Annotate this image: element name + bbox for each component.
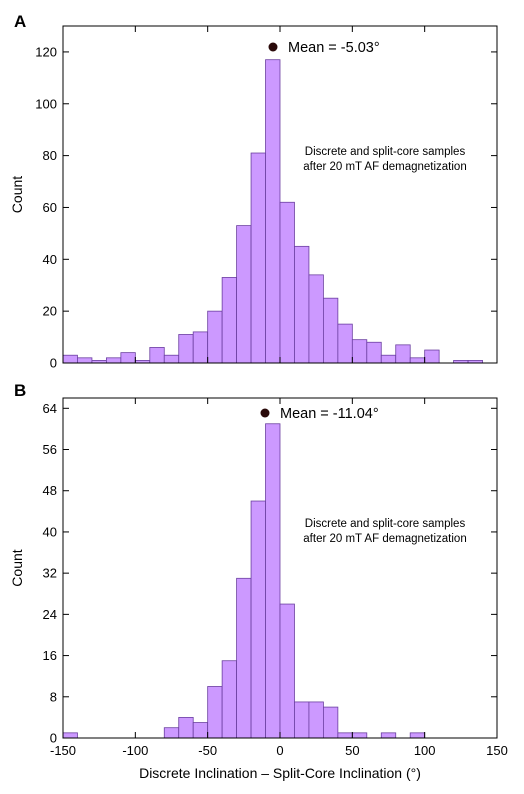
panel-a-bar [395,344,411,364]
panel-a-bar [308,274,324,364]
panel-b-y-tick-label: 48 [43,483,57,498]
panel-b-bar [236,577,252,739]
panel-b-y-tick-label: 56 [43,442,57,457]
panel-b-y-tick-label: 24 [43,607,57,622]
panel-a-bar [409,357,426,364]
panel-a-bar [120,352,136,364]
panel-a-bar [265,59,281,364]
panel-b-bar [192,722,209,739]
panel-a-bar [294,245,310,364]
panel-b-bar [163,727,180,739]
panel-b-y-tick-label: 0 [50,731,57,746]
x-tick-label: -100 [122,743,148,758]
panel-a-annotation-line-1: Discrete and split-core samples [305,146,466,158]
panel-b-y-tick-label: 32 [43,566,57,581]
panel-b-bar [337,732,353,739]
panel-a-y-tick-label: 40 [43,252,57,267]
panel-b-bar [221,660,237,739]
panel-a-bar [77,357,93,364]
panel-a-bar [380,354,397,364]
x-tick-label: -50 [198,743,217,758]
panel-a-y-tick-label: 100 [35,96,57,111]
panel-a-bar [106,357,122,364]
panel-b-letter: B [14,381,26,400]
panel-b-y-tick-label: 40 [43,524,57,539]
panel-b-mean-marker [260,408,270,418]
panel-b-bar [380,732,397,739]
panel-b-bar [322,706,339,739]
panel-b-bar [250,500,266,739]
panel-a-bar [192,331,209,364]
panel-a-bar [322,297,339,364]
panel-b-annotation-line-2: after 20 mT AF demagnetization [303,533,466,545]
panel-a-bar [424,349,440,364]
panel-a-bar [337,323,353,364]
panel-a-bar [351,339,368,364]
x-tick-label: -150 [50,743,76,758]
panel-a: 0 20 40 60 80 100 120 A Count Mean = -5.03° Discre… [9,12,498,371]
panel-a-bar [250,152,266,364]
panel-b-y-tick-label: 16 [43,648,57,663]
panel-b-bar [62,732,78,739]
panel-a-bar [366,341,382,364]
panel-a-bar [178,334,194,364]
panel-a-letter: A [14,12,26,31]
panel-b-y-axis-title: Count [9,549,25,586]
panel-b-mean-label: Mean = -11.04° [280,406,379,422]
panel-a-bar [279,201,295,364]
panel-b-bar [294,701,310,739]
panel-a-bar [62,354,78,364]
x-axis-title: Discrete Inclination – Split-Core Inclin… [139,765,421,781]
panel-b-bar [409,732,426,739]
panel-a-y-tick-label: 60 [43,200,57,215]
panel-b-bar [207,686,223,739]
x-tick-label: 150 [486,743,508,758]
panel-b-y-tick-label: 64 [43,401,57,416]
x-tick-label: 50 [345,743,359,758]
panel-b-bar [308,701,324,739]
panel-a-bar [236,225,252,364]
panel-b-bar [351,732,368,739]
panel-a-bar [163,354,180,364]
panel-a-y-axis-title: Count [9,176,25,213]
panel-a-mean-marker [268,42,278,52]
panel-b-bar [279,603,295,739]
x-tick-label: 0 [276,743,283,758]
panel-a-y-tick-label: 20 [43,304,57,319]
panel-a-y-tick-label: 120 [35,44,57,59]
panel-b-bar [265,423,281,739]
panel-b-annotation-line-1: Discrete and split-core samples [305,518,466,530]
panel-a-bar [221,277,237,364]
panel-a-y-tick-label: 80 [43,148,57,163]
panel-a-annotation-line-2: after 20 mT AF demagnetization [303,161,466,173]
panel-b: 0 8 16 24 32 40 48 56 64 -150 -100 -50 0 50 100 150 B Cou… [9,381,508,758]
panel-a-bar [149,347,165,364]
panel-a-mean-label: Mean = -5.03° [288,40,380,56]
x-tick-label: 100 [414,743,436,758]
panel-b-bar [178,716,194,739]
panel-b-y-tick-label: 8 [50,689,57,704]
panel-a-bar [207,310,223,364]
panel-a-y-tick-label: 0 [50,356,57,371]
